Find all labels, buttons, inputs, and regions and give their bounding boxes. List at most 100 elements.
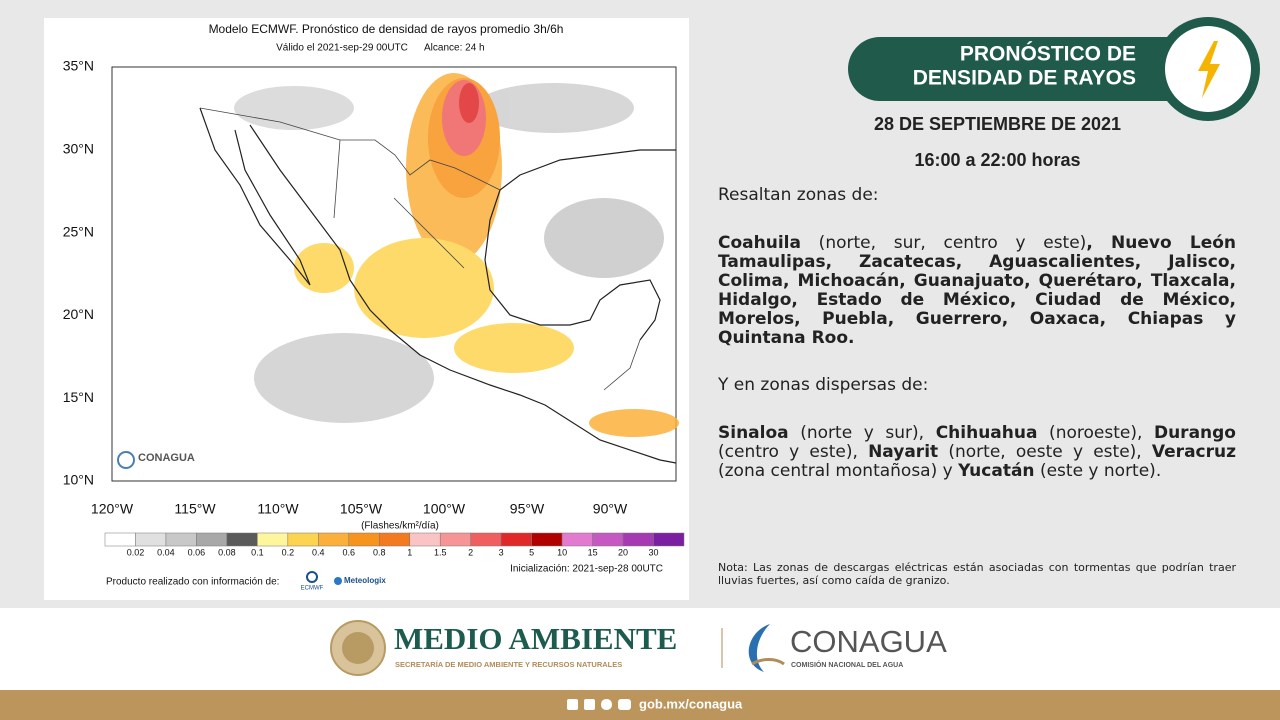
lightning-icon [1198, 41, 1220, 98]
legend-swatch [196, 532, 228, 547]
legend-swatch [622, 532, 654, 547]
intro: Resaltan zonas de: [718, 185, 879, 205]
legend-label: 0.4 [312, 547, 325, 557]
map-range: Alcance: 24 h [424, 43, 485, 54]
footer-art: MEDIO AMBIENTE SECRETARÍA DE MEDIO AMBIE… [0, 620, 1280, 720]
credit: Producto realizado con información de: [106, 577, 279, 588]
legend-swatch [287, 532, 319, 547]
legend-label: 30 [649, 547, 659, 557]
legend-label: 0.04 [157, 547, 175, 557]
legend-label: 10 [557, 547, 567, 557]
zone-detail: (noroeste), [1037, 423, 1154, 443]
zone-name: Veracruz [1151, 442, 1236, 462]
legend-swatch [592, 532, 624, 547]
note: Nota: Las zonas de descargas eléctricas … [718, 561, 1236, 587]
brand-2: CONAGUA [790, 624, 947, 659]
legend-swatch [318, 532, 350, 547]
legend-label: 0.02 [127, 547, 145, 557]
legend-swatch [561, 532, 593, 547]
init: Inicialización: 2021-sep-28 00UTC [510, 564, 663, 575]
legend-swatch [500, 532, 532, 547]
social-icon[interactable] [567, 699, 578, 710]
field-gray [544, 198, 664, 278]
legend-label: 0.6 [343, 547, 356, 557]
map-valid: Válido el 2021-sep-29 00UTC [276, 43, 408, 54]
logo-meteologix: Meteologix [344, 576, 386, 585]
lat-label: 20°N [63, 306, 94, 322]
date: 28 DE SEPTIEMBRE DE 2021 [873, 114, 1122, 134]
social-icon[interactable] [618, 699, 631, 710]
zone-name: Chihuahua [935, 423, 1038, 443]
lon-label: 115°W [174, 501, 216, 517]
lon-label: 90°W [593, 501, 628, 517]
conagua-logo [748, 624, 770, 672]
lat-label: 10°N [63, 472, 94, 488]
bottom-bar [0, 690, 1280, 720]
zone-detail: (norte y sur), [788, 423, 936, 443]
watermark: CONAGUA [138, 452, 195, 464]
legend-swatch [439, 532, 471, 547]
lon-label: 120°W [91, 501, 134, 517]
legend-label: 0.8 [373, 547, 386, 557]
legend-label: 3 [499, 547, 504, 557]
legend-swatch [226, 532, 258, 547]
zone-detail: (norte, oeste y este), [938, 442, 1152, 462]
seal-inner [342, 632, 374, 664]
field-yellow [454, 323, 574, 373]
zone-detail: (norte, sur, centro y este) [800, 233, 1087, 253]
legend-swatch [135, 532, 167, 547]
header-pill [848, 37, 1198, 101]
main-zones: Coahuila (norte, sur, centro y este), Nu… [718, 234, 1236, 348]
border [199, 107, 641, 391]
units: (Flashes/km²/día) [361, 521, 439, 532]
legend-label: 0.2 [282, 547, 295, 557]
map-panel: Modelo ECMWF. Pronóstico de densidad de … [44, 18, 689, 600]
watermark-logo [117, 451, 135, 469]
legend-swatch [348, 532, 380, 547]
zone-name: Sinaloa [718, 423, 789, 443]
ecmwf-icon [306, 571, 318, 583]
legend-label: 5 [529, 547, 534, 557]
header-title-2: DENSIDAD DE RAYOS [913, 67, 1136, 90]
zone-name: Nayarit [868, 442, 939, 462]
map-area: CONAGUA [111, 66, 679, 482]
legend-label: 1 [407, 547, 412, 557]
legend-swatch [653, 532, 685, 547]
logo-ecmwf: ECMWF [301, 586, 324, 592]
social-icon[interactable] [601, 699, 612, 710]
lon-label: 95°W [510, 501, 545, 517]
header-badge: PRONÓSTICO DE DENSIDAD DE RAYOS [848, 17, 1260, 121]
brand-2-sub: COMISIÓN NACIONAL DEL AGUA [791, 660, 903, 669]
lat-label: 30°N [63, 141, 94, 157]
footer [0, 608, 1280, 690]
colorbar: 0.02 0.04 0.06 0.08 0.1 0.2 0.4 0.6 0.8 1 1.5 2 3 5 10… [104, 532, 685, 557]
zone-name: , Nuevo León Tamaulipas, Zacatecas, Agua… [718, 233, 1237, 348]
zone-detail: (zona central montañosa) y [718, 461, 959, 481]
legend-label: 0.08 [218, 547, 236, 557]
legend-swatch [470, 532, 502, 547]
meteologix-icon [334, 577, 342, 585]
hours: 16:00 a 22:00 horas [914, 150, 1081, 170]
lon-label: 110°W [257, 501, 299, 517]
legend-swatch [379, 532, 410, 547]
legend-swatch [531, 532, 563, 547]
social-icon[interactable] [584, 699, 595, 710]
header-title-1: PRONÓSTICO DE [960, 42, 1136, 66]
coastline [199, 107, 677, 464]
zone-detail: (este y norte). [1034, 461, 1162, 481]
url[interactable]: gob.mx/conagua [639, 696, 743, 711]
lat-label: 35°N [63, 58, 94, 74]
legend-swatch [409, 532, 441, 547]
legend-swatch [165, 532, 197, 547]
field-orange [589, 409, 679, 437]
conagua-logo-wave [751, 658, 785, 666]
map-title: Modelo ECMWF. Pronóstico de densidad de … [209, 22, 564, 36]
lon-label: 100°W [423, 501, 466, 517]
zone-detail: (centro y este), [718, 442, 869, 462]
lat-label: 15°N [63, 389, 94, 405]
legend-label: 0.06 [188, 547, 206, 557]
field-gray [474, 83, 634, 133]
lon-label: 105°W [340, 501, 383, 517]
zone-name: Yucatán [958, 461, 1035, 481]
